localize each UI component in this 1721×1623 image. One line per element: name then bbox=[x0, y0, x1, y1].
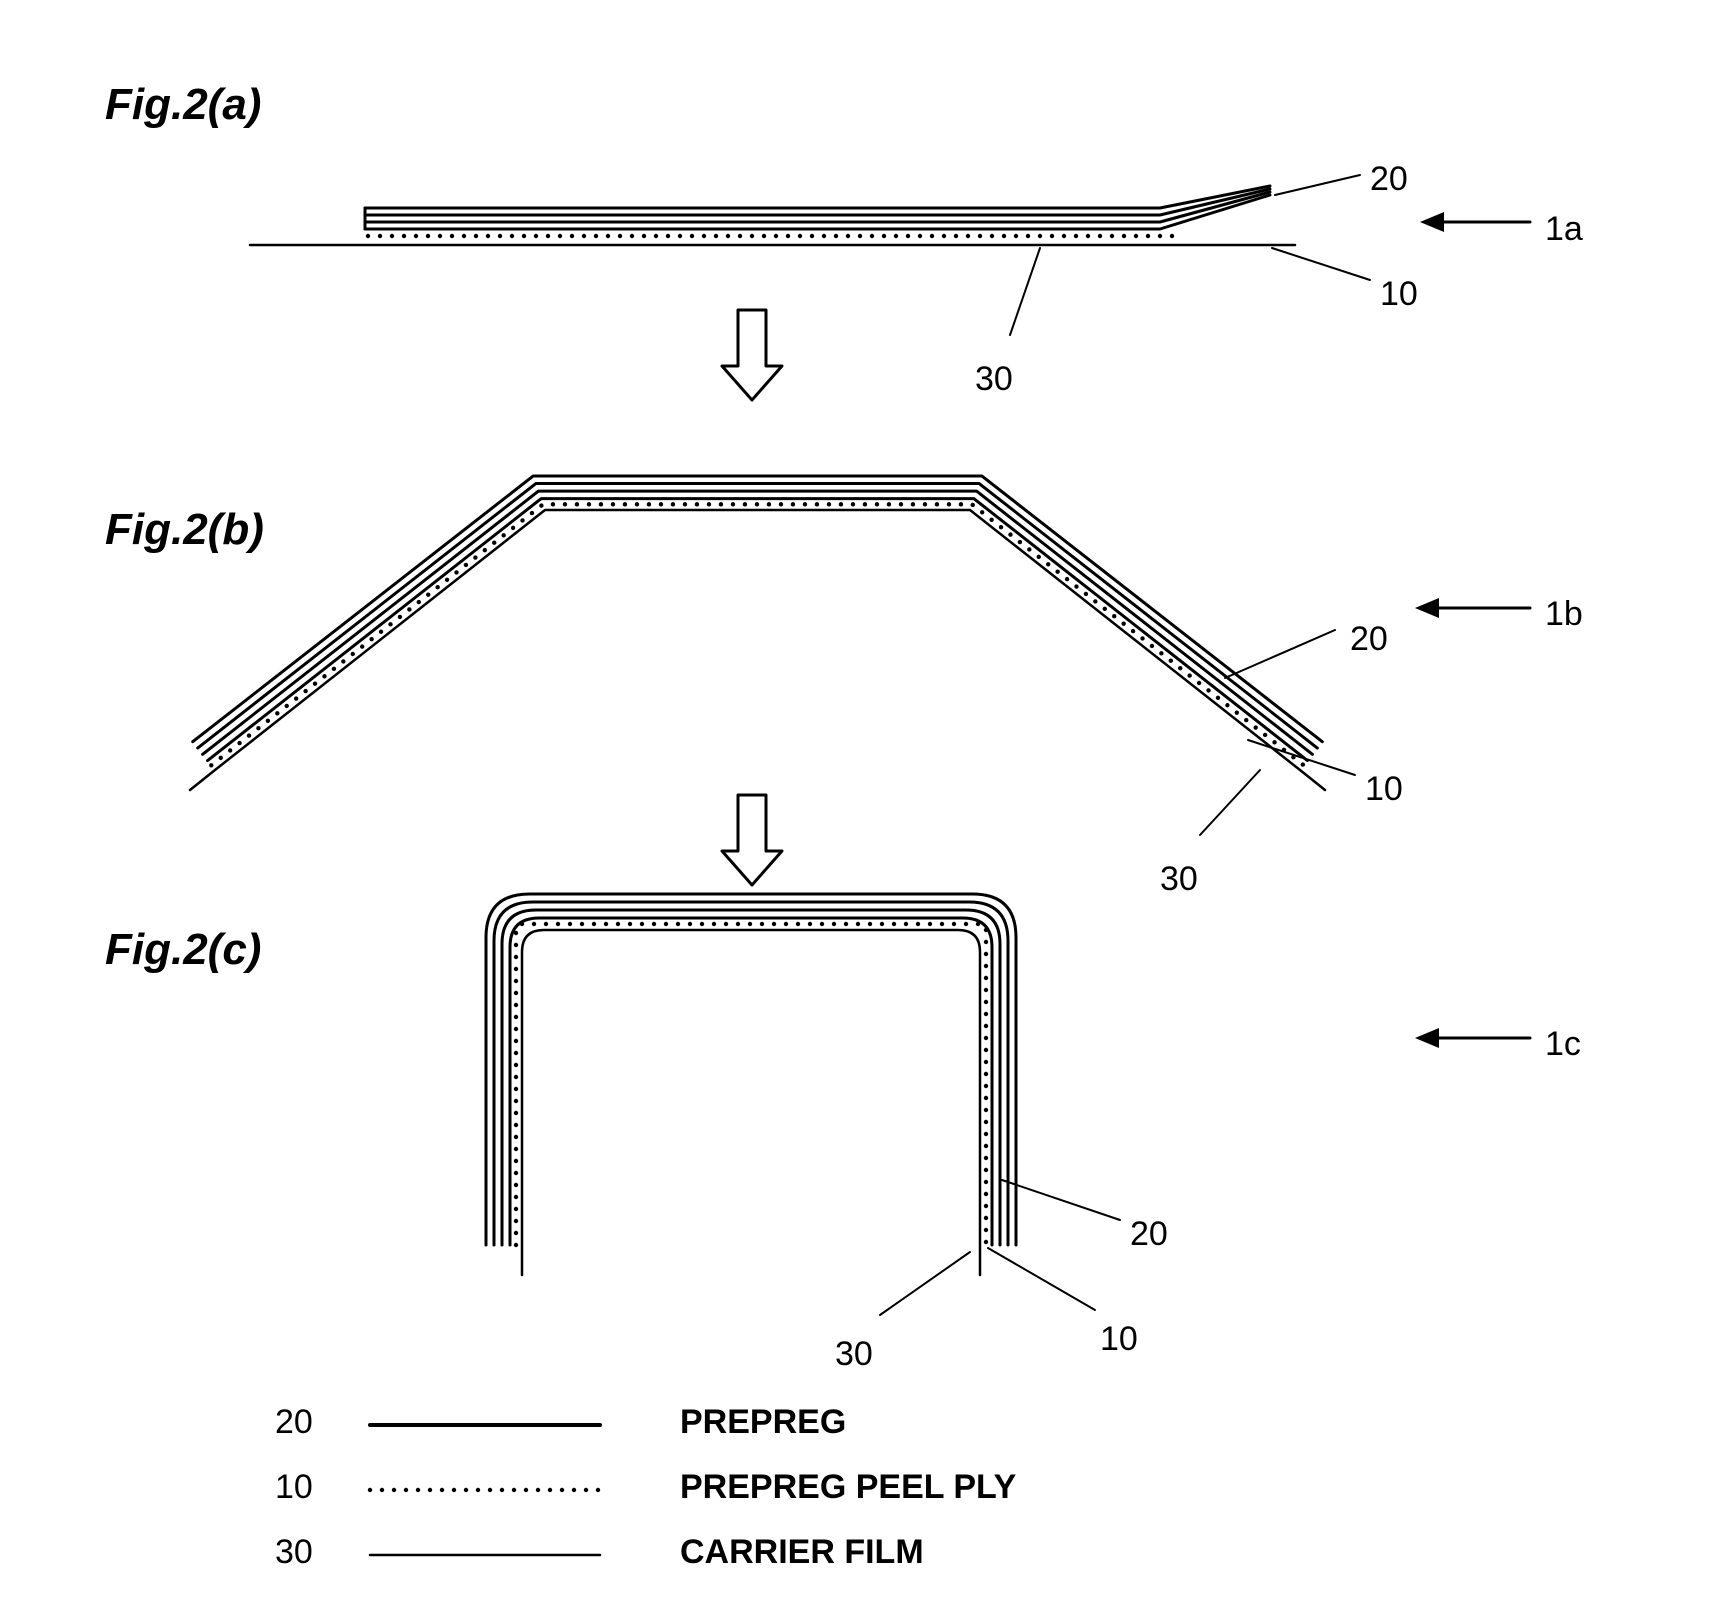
diagram-svg bbox=[0, 0, 1721, 1623]
